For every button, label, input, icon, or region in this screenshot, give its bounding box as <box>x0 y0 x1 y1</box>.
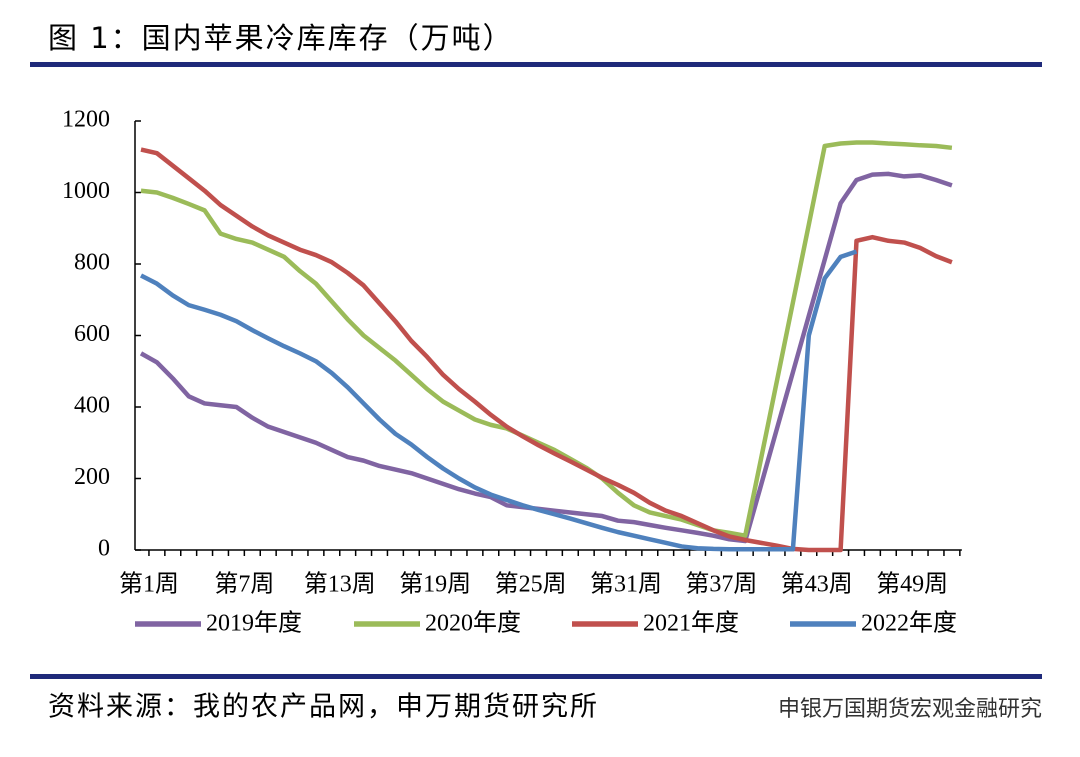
y-tick-label: 1000 <box>62 178 110 204</box>
top-rule <box>30 62 1042 67</box>
x-tick-label: 第25周 <box>495 571 567 598</box>
y-tick-label: 400 <box>74 393 110 419</box>
y-tick-label: 0 <box>98 536 110 562</box>
x-tick-label: 第7周 <box>214 571 274 598</box>
y-tick-label: 200 <box>74 464 110 490</box>
legend-label: 2021年度 <box>643 610 739 637</box>
series-line <box>139 249 858 552</box>
x-tick-label: 第1周 <box>119 571 179 598</box>
legend-label: 2020年度 <box>425 610 521 637</box>
chart-title: 图 1：国内苹果冷库库存（万吨） <box>48 21 514 55</box>
series-line <box>140 140 953 538</box>
x-tick-label: 第49周 <box>876 571 948 598</box>
series-line <box>140 147 953 553</box>
x-tick-label: 第31周 <box>590 571 662 598</box>
y-tick-label: 1200 <box>62 107 110 133</box>
y-tick-label: 600 <box>74 321 110 347</box>
x-tick-label: 第37周 <box>685 571 757 598</box>
x-tick-label: 第19周 <box>399 571 471 598</box>
legend-label: 2022年度 <box>861 610 957 637</box>
legend-label: 2019年度 <box>206 610 302 637</box>
y-tick-label: 800 <box>74 250 110 276</box>
source: 资料来源：我的农产品网，申万期货研究所 <box>48 692 599 723</box>
bottom-rule <box>30 674 1042 679</box>
series-line <box>139 171 953 544</box>
watermark: 申银万国期货宏观金融研究 <box>778 697 1042 722</box>
x-tick-label: 第13周 <box>304 571 376 598</box>
x-tick-label: 第43周 <box>781 571 853 598</box>
